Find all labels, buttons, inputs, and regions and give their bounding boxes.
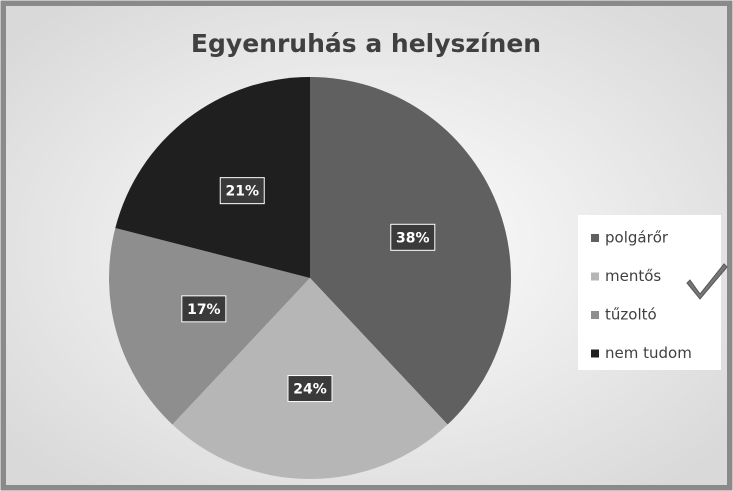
pie-slice (108, 228, 310, 425)
legend-marker (591, 349, 599, 358)
legend-marker (591, 272, 599, 281)
data-label: 17% (187, 302, 221, 318)
chart-title: Egyenruhás a helyszínen (191, 29, 541, 58)
data-label-box (219, 177, 265, 205)
data-label-box (181, 295, 227, 323)
legend-marker (591, 234, 599, 242)
legend-label: nem tudom (605, 344, 692, 362)
data-label: 24% (293, 382, 327, 398)
legend-label: mentős (605, 267, 661, 285)
legend-label: tűzoltó (605, 306, 657, 324)
data-label-box (287, 375, 333, 403)
pie-slice (115, 77, 310, 278)
data-label: 21% (225, 184, 259, 200)
legend-label: polgárőr (605, 229, 669, 247)
data-label: 38% (396, 230, 430, 246)
check-icon (686, 263, 728, 300)
data-label-box (390, 223, 436, 251)
legend-marker (591, 311, 599, 319)
